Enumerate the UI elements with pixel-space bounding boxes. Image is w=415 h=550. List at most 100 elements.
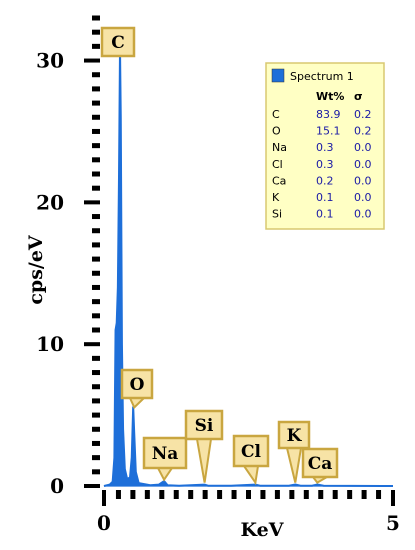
legend-row-element: Si bbox=[272, 208, 282, 221]
spectrum-line-0 bbox=[103, 49, 394, 487]
legend-row-wt: 0.1 bbox=[316, 208, 334, 221]
y-tick-label: 30 bbox=[36, 49, 64, 73]
y-tick-label: 0 bbox=[50, 474, 64, 498]
y-minor-tick bbox=[92, 86, 100, 92]
peak-label-text: Na bbox=[152, 444, 179, 464]
legend-row-sigma: 0.2 bbox=[354, 125, 372, 138]
x-minor-tick bbox=[202, 490, 208, 499]
y-tick-label: 20 bbox=[36, 190, 64, 214]
y-minor-tick bbox=[92, 327, 100, 333]
x-axis-title: KeV bbox=[241, 519, 285, 541]
y-minor-tick bbox=[92, 100, 100, 106]
legend-header-sigma: σ bbox=[354, 90, 363, 103]
peak-label-ca: Ca bbox=[301, 447, 339, 484]
y-axis-ticks bbox=[84, 15, 100, 488]
x-minor-tick bbox=[115, 490, 121, 499]
legend-row-sigma: 0.0 bbox=[354, 141, 372, 154]
legend-row-element: C bbox=[272, 108, 280, 121]
legend-swatch bbox=[271, 68, 285, 83]
peak-label-box bbox=[100, 26, 136, 58]
x-minor-tick bbox=[130, 490, 136, 499]
peak-label-text: O bbox=[130, 375, 145, 395]
y-minor-tick bbox=[92, 171, 100, 177]
y-minor-tick bbox=[92, 256, 100, 262]
y-minor-tick bbox=[92, 370, 100, 376]
x-tick-label: 0 bbox=[97, 511, 111, 535]
x-major-tick bbox=[391, 490, 395, 506]
legend-row-wt: 0.3 bbox=[316, 141, 334, 154]
legend-background bbox=[265, 62, 385, 230]
y-minor-tick bbox=[92, 43, 100, 49]
x-minor-tick bbox=[303, 490, 309, 499]
x-minor-tick bbox=[347, 490, 353, 499]
y-minor-tick bbox=[92, 185, 100, 191]
y-minor-tick bbox=[92, 398, 100, 404]
x-major-tick bbox=[102, 490, 106, 506]
y-minor-tick bbox=[92, 143, 100, 149]
y-minor-tick bbox=[92, 270, 100, 276]
x-minor-tick bbox=[376, 490, 382, 499]
y-minor-tick bbox=[92, 228, 100, 234]
legend-row-wt: 0.3 bbox=[316, 158, 334, 171]
x-tick-label: 5 bbox=[386, 511, 400, 535]
legend-row-wt: 0.2 bbox=[316, 174, 334, 187]
x-axis-ticks bbox=[102, 490, 395, 506]
y-minor-tick bbox=[92, 355, 100, 361]
y-minor-tick bbox=[92, 299, 100, 305]
legend-row-wt: 15.1 bbox=[316, 125, 341, 138]
y-minor-tick bbox=[92, 440, 100, 446]
peak-pointer bbox=[242, 465, 260, 486]
legend-header-wt: Wt% bbox=[316, 90, 344, 103]
peak-label-c: C bbox=[100, 26, 136, 58]
peak-label-box bbox=[277, 420, 311, 450]
legend-series-name: Spectrum 1 bbox=[290, 70, 354, 83]
x-minor-tick bbox=[217, 490, 223, 499]
peak-label-text: Ca bbox=[308, 454, 333, 474]
y-axis-title: cps/eV bbox=[25, 234, 47, 305]
peak-label-o: O bbox=[120, 368, 154, 410]
legend-row-sigma: 0.0 bbox=[354, 208, 372, 221]
peak-label-box bbox=[184, 409, 224, 441]
y-tick-label: 10 bbox=[36, 332, 64, 356]
peak-label-text: K bbox=[287, 426, 303, 446]
y-minor-tick bbox=[92, 29, 100, 35]
peak-label-k: K bbox=[277, 420, 311, 483]
peak-pointer bbox=[195, 438, 213, 483]
y-minor-tick bbox=[92, 114, 100, 120]
legend-row-element: Ca bbox=[272, 174, 286, 187]
y-tick-labels: 0 10 20 30 bbox=[36, 49, 64, 498]
series-layer bbox=[103, 49, 394, 487]
x-minor-tick bbox=[188, 490, 194, 499]
peak-label-text: Cl bbox=[241, 442, 262, 462]
x-minor-tick bbox=[173, 490, 179, 499]
peak-label-box bbox=[301, 447, 339, 479]
y-minor-tick bbox=[92, 15, 100, 21]
y-minor-tick bbox=[92, 426, 100, 432]
y-major-tick bbox=[84, 484, 100, 488]
x-minor-tick bbox=[361, 490, 367, 499]
peak-label-box bbox=[232, 434, 270, 468]
x-minor-tick bbox=[274, 490, 280, 499]
y-minor-tick bbox=[92, 412, 100, 418]
peak-pointer bbox=[156, 467, 174, 482]
x-minor-tick bbox=[289, 490, 295, 499]
y-major-tick bbox=[84, 58, 100, 63]
x-minor-tick bbox=[246, 490, 251, 499]
legend-row-sigma: 0.2 bbox=[354, 108, 372, 121]
y-minor-tick bbox=[92, 455, 100, 461]
y-major-tick bbox=[84, 200, 100, 205]
y-minor-tick bbox=[92, 384, 100, 390]
legend-row-wt: 83.9 bbox=[316, 108, 341, 121]
legend-row-sigma: 0.0 bbox=[354, 158, 372, 171]
legend-row-sigma: 0.0 bbox=[354, 191, 372, 204]
x-minor-tick bbox=[318, 490, 324, 499]
peak-label-si: Si bbox=[184, 409, 224, 483]
y-minor-tick bbox=[92, 214, 100, 220]
y-minor-tick bbox=[92, 313, 100, 319]
x-minor-tick bbox=[332, 490, 338, 499]
x-minor-tick bbox=[144, 490, 150, 499]
